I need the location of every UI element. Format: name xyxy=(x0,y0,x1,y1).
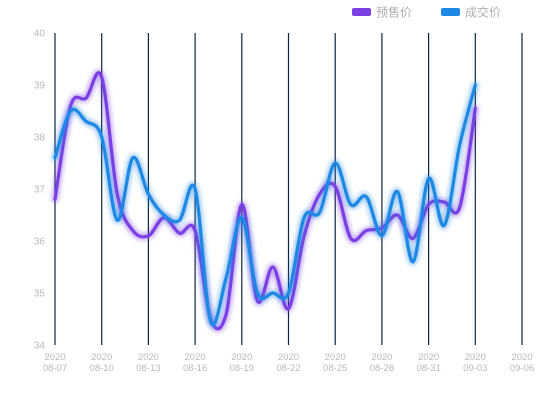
series-0-line xyxy=(53,71,477,331)
series-1 xyxy=(51,81,479,329)
y-tick-label-4: 38 xyxy=(34,133,46,144)
y-tick-label-1: 35 xyxy=(34,289,46,300)
series-0 xyxy=(51,69,479,333)
y-tick-label-5: 39 xyxy=(34,81,46,92)
legend: 预售价 成交价 xyxy=(352,5,501,20)
x-tick-label-8: 2020 08-31 xyxy=(416,352,440,374)
legend-swatch-1 xyxy=(441,8,460,16)
legend-label-1: 成交价 xyxy=(465,5,501,20)
x-axis: 2020 08-07 2020 08-10 2020 08-13 2020 08-16 2020… xyxy=(43,352,534,374)
y-tick-label-3: 37 xyxy=(34,185,46,196)
x-tick-label-4: 2020 08-19 xyxy=(230,352,254,374)
y-axis: 34 35 36 37 38 39 40 xyxy=(34,29,46,352)
x-tick-label-5: 2020 08-22 xyxy=(276,352,300,374)
y-tick-label-0: 34 xyxy=(34,341,46,352)
y-tick-label-6: 40 xyxy=(34,29,46,40)
legend-swatch-0 xyxy=(352,8,371,16)
series-lines xyxy=(51,69,479,333)
x-tick-label-2: 2020 08-13 xyxy=(136,352,160,374)
x-tick-label-6: 2020 08-25 xyxy=(323,352,347,374)
x-tick-label-3: 2020 08-16 xyxy=(183,352,207,374)
x-tick-label-1: 2020 08-10 xyxy=(90,352,114,374)
series-1-line xyxy=(53,83,477,327)
x-tick-label-9: 2020 09-03 xyxy=(463,352,487,374)
y-tick-label-2: 36 xyxy=(34,237,46,248)
x-tick-label-10: 2020 09-06 xyxy=(510,352,534,374)
x-tick-label-7: 2020 08-28 xyxy=(370,352,394,374)
legend-label-0: 预售价 xyxy=(376,5,412,20)
x-tick-label-0: 2020 08-07 xyxy=(43,352,67,374)
